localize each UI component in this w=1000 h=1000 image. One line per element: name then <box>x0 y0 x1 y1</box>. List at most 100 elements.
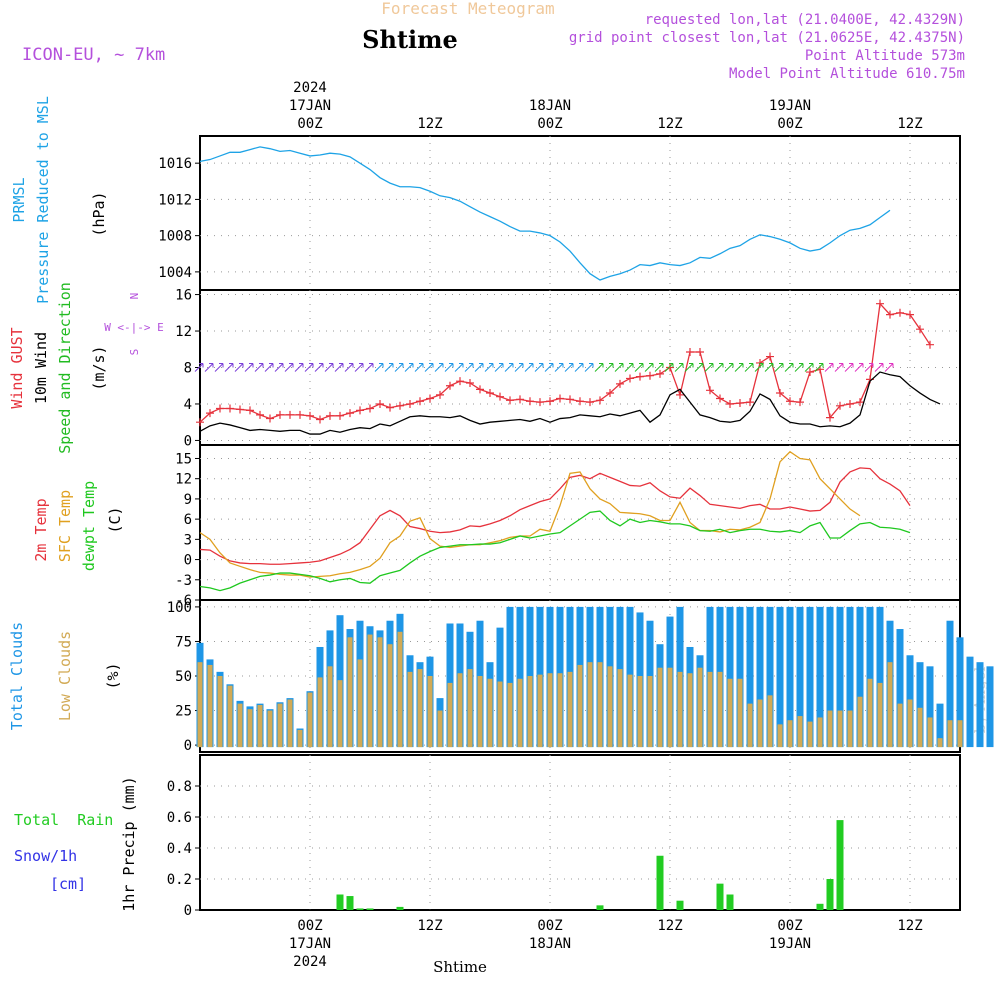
gust-marker <box>326 411 334 420</box>
p1-label-unit: (hPa) <box>90 191 108 236</box>
p3-label-unit: (C) <box>106 506 124 533</box>
wind-direction-arrow <box>364 363 374 372</box>
gust-marker <box>306 411 314 420</box>
y-tick-label: 0 <box>184 433 192 449</box>
low-cloud-bar <box>667 667 673 748</box>
gust-marker <box>246 406 254 415</box>
low-cloud-bar <box>777 724 783 748</box>
wind-direction-arrow <box>854 363 864 372</box>
y-tick-label: 0.2 <box>167 872 192 888</box>
y-tick-label: 1016 <box>158 156 192 172</box>
low-cloud-bar <box>237 703 243 748</box>
p4-label-unit: (%) <box>104 662 122 689</box>
wind-direction-arrow <box>724 363 734 372</box>
gust-marker <box>606 389 614 398</box>
top-time-label: 00Z <box>297 116 322 132</box>
low-cloud-bar <box>767 695 773 748</box>
gust-marker <box>636 372 644 381</box>
wind-direction-arrow <box>474 363 484 372</box>
wind-direction-arrow <box>524 363 534 372</box>
y-tick-label: 1008 <box>158 229 192 245</box>
wind-direction-arrow <box>494 363 504 372</box>
low-cloud-bar <box>677 671 683 748</box>
total-cloud-bar <box>766 606 774 748</box>
panel-frame <box>199 289 961 446</box>
requested-coords: requested lon,lat (21.0400E, 42.4329N) <box>645 12 965 28</box>
wind-direction-arrow <box>484 363 494 372</box>
panel-2: 0 4 8 12 16 <box>175 288 961 449</box>
wind-direction-arrow <box>204 363 214 372</box>
y-tick-label: 9 <box>184 492 192 508</box>
gust-marker <box>196 418 204 427</box>
wind-direction-arrow <box>464 363 474 372</box>
gust-marker <box>576 397 584 406</box>
p4-label-total: Total Clouds <box>8 622 26 730</box>
low-cloud-bar <box>797 716 803 748</box>
bottom-time-label: 12Z <box>417 918 442 934</box>
low-cloud-bar <box>657 667 663 748</box>
gust-marker <box>266 414 274 423</box>
panel-5: 0 0.2 0.4 0.6 0.8 <box>167 754 961 919</box>
wind-direction-arrow <box>814 363 824 372</box>
total-cloud-bar <box>796 606 804 748</box>
compass-we: W <-|-> E <box>104 321 164 334</box>
low-cloud-bar <box>407 671 413 748</box>
low-cloud-bar <box>397 631 403 748</box>
low-cloud-bar <box>557 673 563 748</box>
total-cloud-bar <box>506 606 514 748</box>
low-cloud-bar <box>537 674 543 748</box>
gust-marker <box>506 396 514 405</box>
wind-direction-arrow <box>664 363 674 372</box>
gust-marker <box>856 398 864 407</box>
gust-marker <box>526 397 534 406</box>
gust-marker <box>426 394 434 403</box>
wind-direction-arrow <box>434 363 444 372</box>
y-tick-label: 12 <box>175 324 192 340</box>
low-cloud-bar <box>457 673 463 748</box>
gust-marker <box>556 394 564 403</box>
y-tick-label: 8 <box>184 361 192 377</box>
total-cloud-bar <box>896 629 904 748</box>
low-cloud-bar <box>707 671 713 748</box>
wind-direction-arrow <box>634 363 644 372</box>
low-cloud-bar <box>477 676 483 748</box>
total-cloud-bar <box>956 637 964 748</box>
compass-n: N <box>128 293 141 300</box>
top-date-label: 17JAN <box>289 98 331 114</box>
wind-direction-arrow <box>424 363 434 372</box>
rain-bar <box>816 903 824 910</box>
wind-direction-arrow <box>764 363 774 372</box>
gust-marker <box>616 379 624 388</box>
wind-direction-arrow <box>194 363 204 372</box>
rain-bar <box>716 883 724 910</box>
compass-s: S <box>128 349 141 356</box>
low-cloud-bar <box>257 705 263 748</box>
bottom-time-label: 00Z <box>537 918 562 934</box>
wind-direction-arrow <box>224 363 234 372</box>
low-cloud-bar <box>617 669 623 748</box>
low-cloud-bar <box>807 721 813 748</box>
wind-direction-arrow <box>514 363 524 372</box>
total-cloud-bar <box>746 606 754 748</box>
rain-bar <box>336 894 344 910</box>
p2-label-wind: 10m Wind <box>32 332 50 404</box>
bottom-year-label: 2024 <box>293 954 327 970</box>
bottom-date-label: 19JAN <box>769 936 811 952</box>
p5-label-unit: 1hr Precip (mm) <box>120 776 138 911</box>
wind-direction-arrow <box>864 363 874 372</box>
y-tick-label: 3 <box>184 532 192 548</box>
p2-label-unit: (m/s) <box>90 345 108 390</box>
rain-bar <box>656 855 664 910</box>
p3-label-2m: 2m Temp <box>32 498 50 561</box>
top-time-label: 12Z <box>897 116 922 132</box>
p3-labels: 2m Temp SFC Temp dewpt Temp (C) <box>32 481 124 571</box>
total-cloud-bar <box>856 606 864 748</box>
low-cloud-bar <box>357 659 363 748</box>
total-cloud-bar <box>876 606 884 748</box>
p2-label-direction: Speed and Direction <box>56 282 74 454</box>
p5-labels: Total Rain Snow/1h [cm] 1hr Precip (mm) <box>14 776 138 911</box>
low-cloud-bar <box>607 666 613 748</box>
gust-marker <box>416 397 424 406</box>
y-tick-label: 0 <box>184 903 192 919</box>
low-cloud-bar <box>577 664 583 748</box>
